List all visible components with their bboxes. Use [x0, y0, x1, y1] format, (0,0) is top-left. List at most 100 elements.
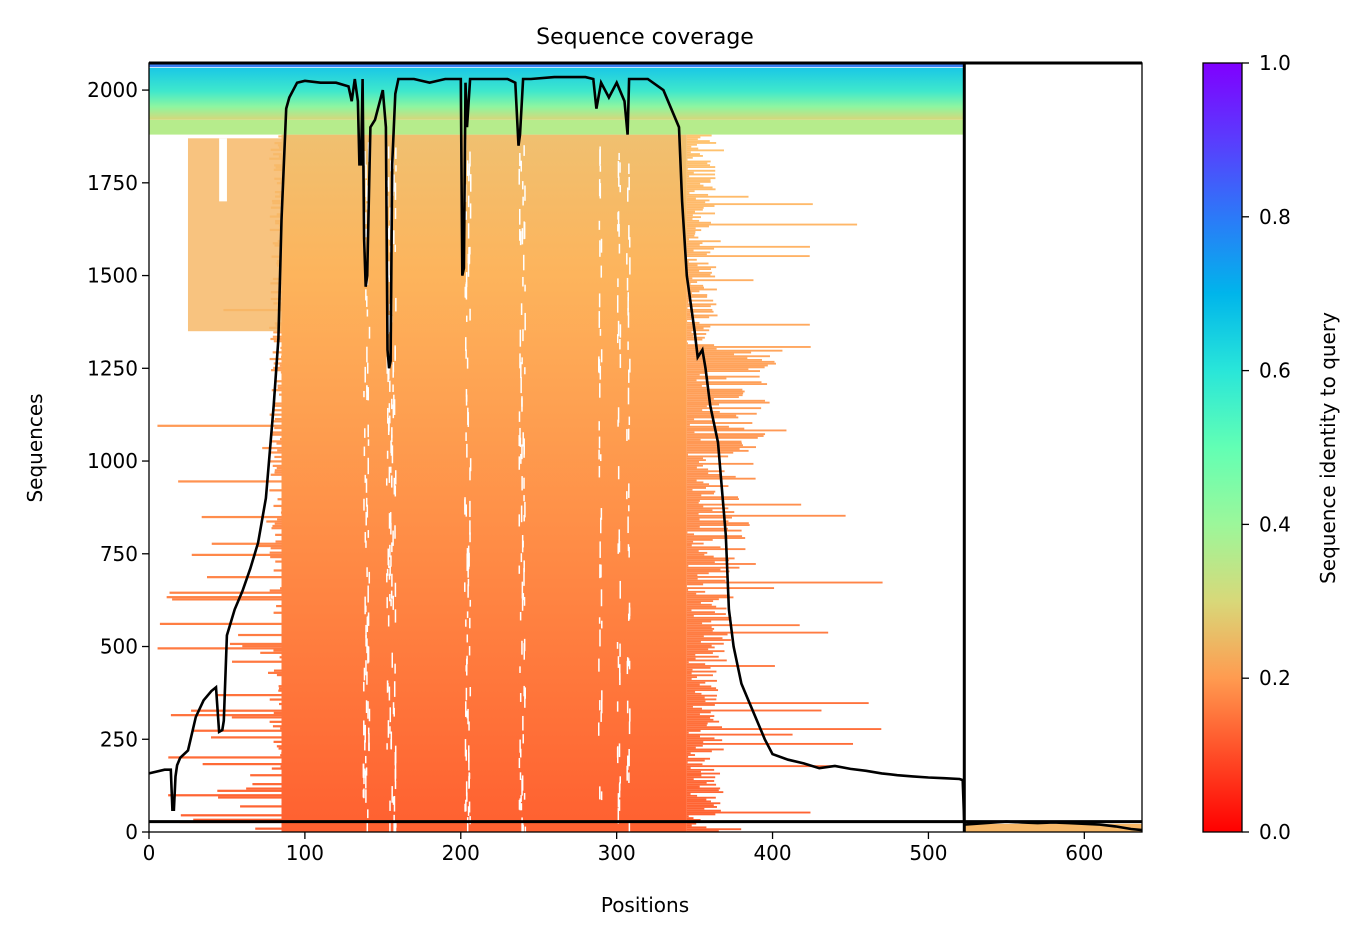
- heatmap-fragment: [686, 310, 714, 313]
- heatmap-fragment: [280, 587, 282, 590]
- gap-streak: [366, 309, 369, 317]
- heatmap-fragment: [274, 418, 282, 421]
- gap-streak: [618, 743, 621, 758]
- gap-streak: [366, 822, 369, 832]
- gap-streak: [628, 237, 631, 248]
- heatmap-fragment: [686, 284, 704, 287]
- gap-streak: [389, 594, 391, 602]
- heatmap-fragment: [277, 386, 282, 390]
- heatmap-fragment: [686, 433, 766, 436]
- gap-streak: [388, 686, 391, 701]
- gap-streak: [523, 445, 525, 458]
- gap-streak: [628, 602, 631, 620]
- gap-streak: [600, 508, 603, 520]
- heatmap-fragment: [686, 594, 730, 597]
- heatmap-fragment: [250, 774, 282, 777]
- gap-streak: [522, 715, 524, 731]
- gap-streak: [524, 687, 526, 699]
- gap-streak: [386, 450, 389, 459]
- heatmap-fragment: [686, 676, 697, 679]
- heatmap-fragment: [686, 464, 703, 467]
- heatmap-fragment: [686, 164, 711, 167]
- heatmap-fragment: [686, 403, 720, 406]
- gap-streak: [367, 142, 370, 150]
- gap-streak: [469, 687, 472, 697]
- gap-streak: [469, 617, 471, 629]
- heatmap-fragment: [686, 455, 729, 458]
- gap-streak: [627, 341, 629, 350]
- gap-streak: [366, 385, 368, 401]
- heatmap-fragment: [686, 429, 787, 432]
- colorbar: [1202, 62, 1243, 833]
- heatmap-fragment: [686, 592, 697, 595]
- gap-streak: [363, 498, 365, 511]
- gap-streak: [628, 225, 630, 240]
- gap-streak: [390, 590, 393, 599]
- heatmap-fragment: [686, 774, 702, 777]
- heatmap-fragment: [686, 514, 846, 517]
- gap-streak: [600, 589, 603, 607]
- y-tick-label: 1250: [87, 356, 138, 380]
- heatmap-fragment: [686, 739, 723, 742]
- heatmap-fragment: [242, 645, 282, 648]
- heatmap-fragment: [686, 245, 810, 248]
- gap-streak: [394, 781, 397, 790]
- heatmap-fragment: [686, 169, 716, 172]
- heatmap-fragment: [686, 312, 691, 315]
- gap-streak: [393, 477, 396, 495]
- heatmap-fragment: [273, 669, 282, 672]
- heatmap-fragment: [686, 681, 706, 684]
- heatmap-fragment: [686, 266, 717, 269]
- gap-streak: [364, 532, 367, 543]
- gap-streak: [389, 380, 391, 392]
- gap-streak: [626, 765, 628, 781]
- gap-streak: [598, 220, 601, 230]
- gap-streak: [616, 334, 619, 344]
- gap-streak: [465, 315, 468, 322]
- gap-streak: [600, 238, 603, 253]
- heatmap-fragment: [686, 448, 740, 450]
- gap-streak: [389, 726, 391, 734]
- heatmap-fragment: [686, 640, 701, 643]
- heatmap-fragment: [202, 763, 282, 766]
- heatmap-fragment: [279, 364, 282, 367]
- gap-streak: [389, 415, 391, 424]
- colorbar-tick-label: 0.4: [1259, 512, 1291, 536]
- gap-streak: [619, 643, 621, 657]
- heatmap-fragment: [273, 740, 282, 743]
- heatmap-fragment: [277, 449, 282, 452]
- gap-streak: [619, 580, 621, 599]
- heatmap-fragment: [686, 707, 702, 710]
- heatmap-fragment: [686, 807, 705, 810]
- heatmap-fragment: [686, 704, 715, 706]
- heatmap-fragment: [686, 492, 714, 495]
- heatmap-fragment: [686, 281, 698, 283]
- heatmap-fragment: [686, 692, 702, 695]
- heatmap-fragment: [686, 134, 712, 137]
- heatmap-fragment: [686, 188, 716, 191]
- gap-streak: [519, 772, 522, 780]
- heatmap-fragment: [686, 264, 698, 267]
- gap-streak: [469, 467, 471, 481]
- heatmap-fragment: [686, 720, 720, 723]
- gap-streak: [519, 748, 522, 758]
- heatmap-fragment: [280, 371, 282, 374]
- heatmap-fragment: [280, 765, 282, 768]
- gap-streak: [628, 163, 630, 175]
- gap-streak: [364, 724, 366, 743]
- gap-streak: [626, 429, 628, 441]
- gap-streak: [521, 640, 523, 655]
- gap-streak: [616, 295, 619, 313]
- heatmap-fragment: [686, 474, 722, 476]
- heatmap-fragment: [686, 551, 708, 554]
- gap-streak: [519, 229, 521, 241]
- gap-streak: [628, 546, 630, 558]
- heatmap-core-block: [281, 134, 687, 832]
- gap-streak: [365, 660, 367, 676]
- gap-streak: [390, 739, 392, 749]
- heatmap-fragment: [686, 190, 695, 193]
- gap-streak: [617, 656, 620, 668]
- x-tick-label: 0: [143, 841, 156, 865]
- gap-streak: [524, 185, 526, 201]
- heatmap-fragment: [279, 393, 282, 396]
